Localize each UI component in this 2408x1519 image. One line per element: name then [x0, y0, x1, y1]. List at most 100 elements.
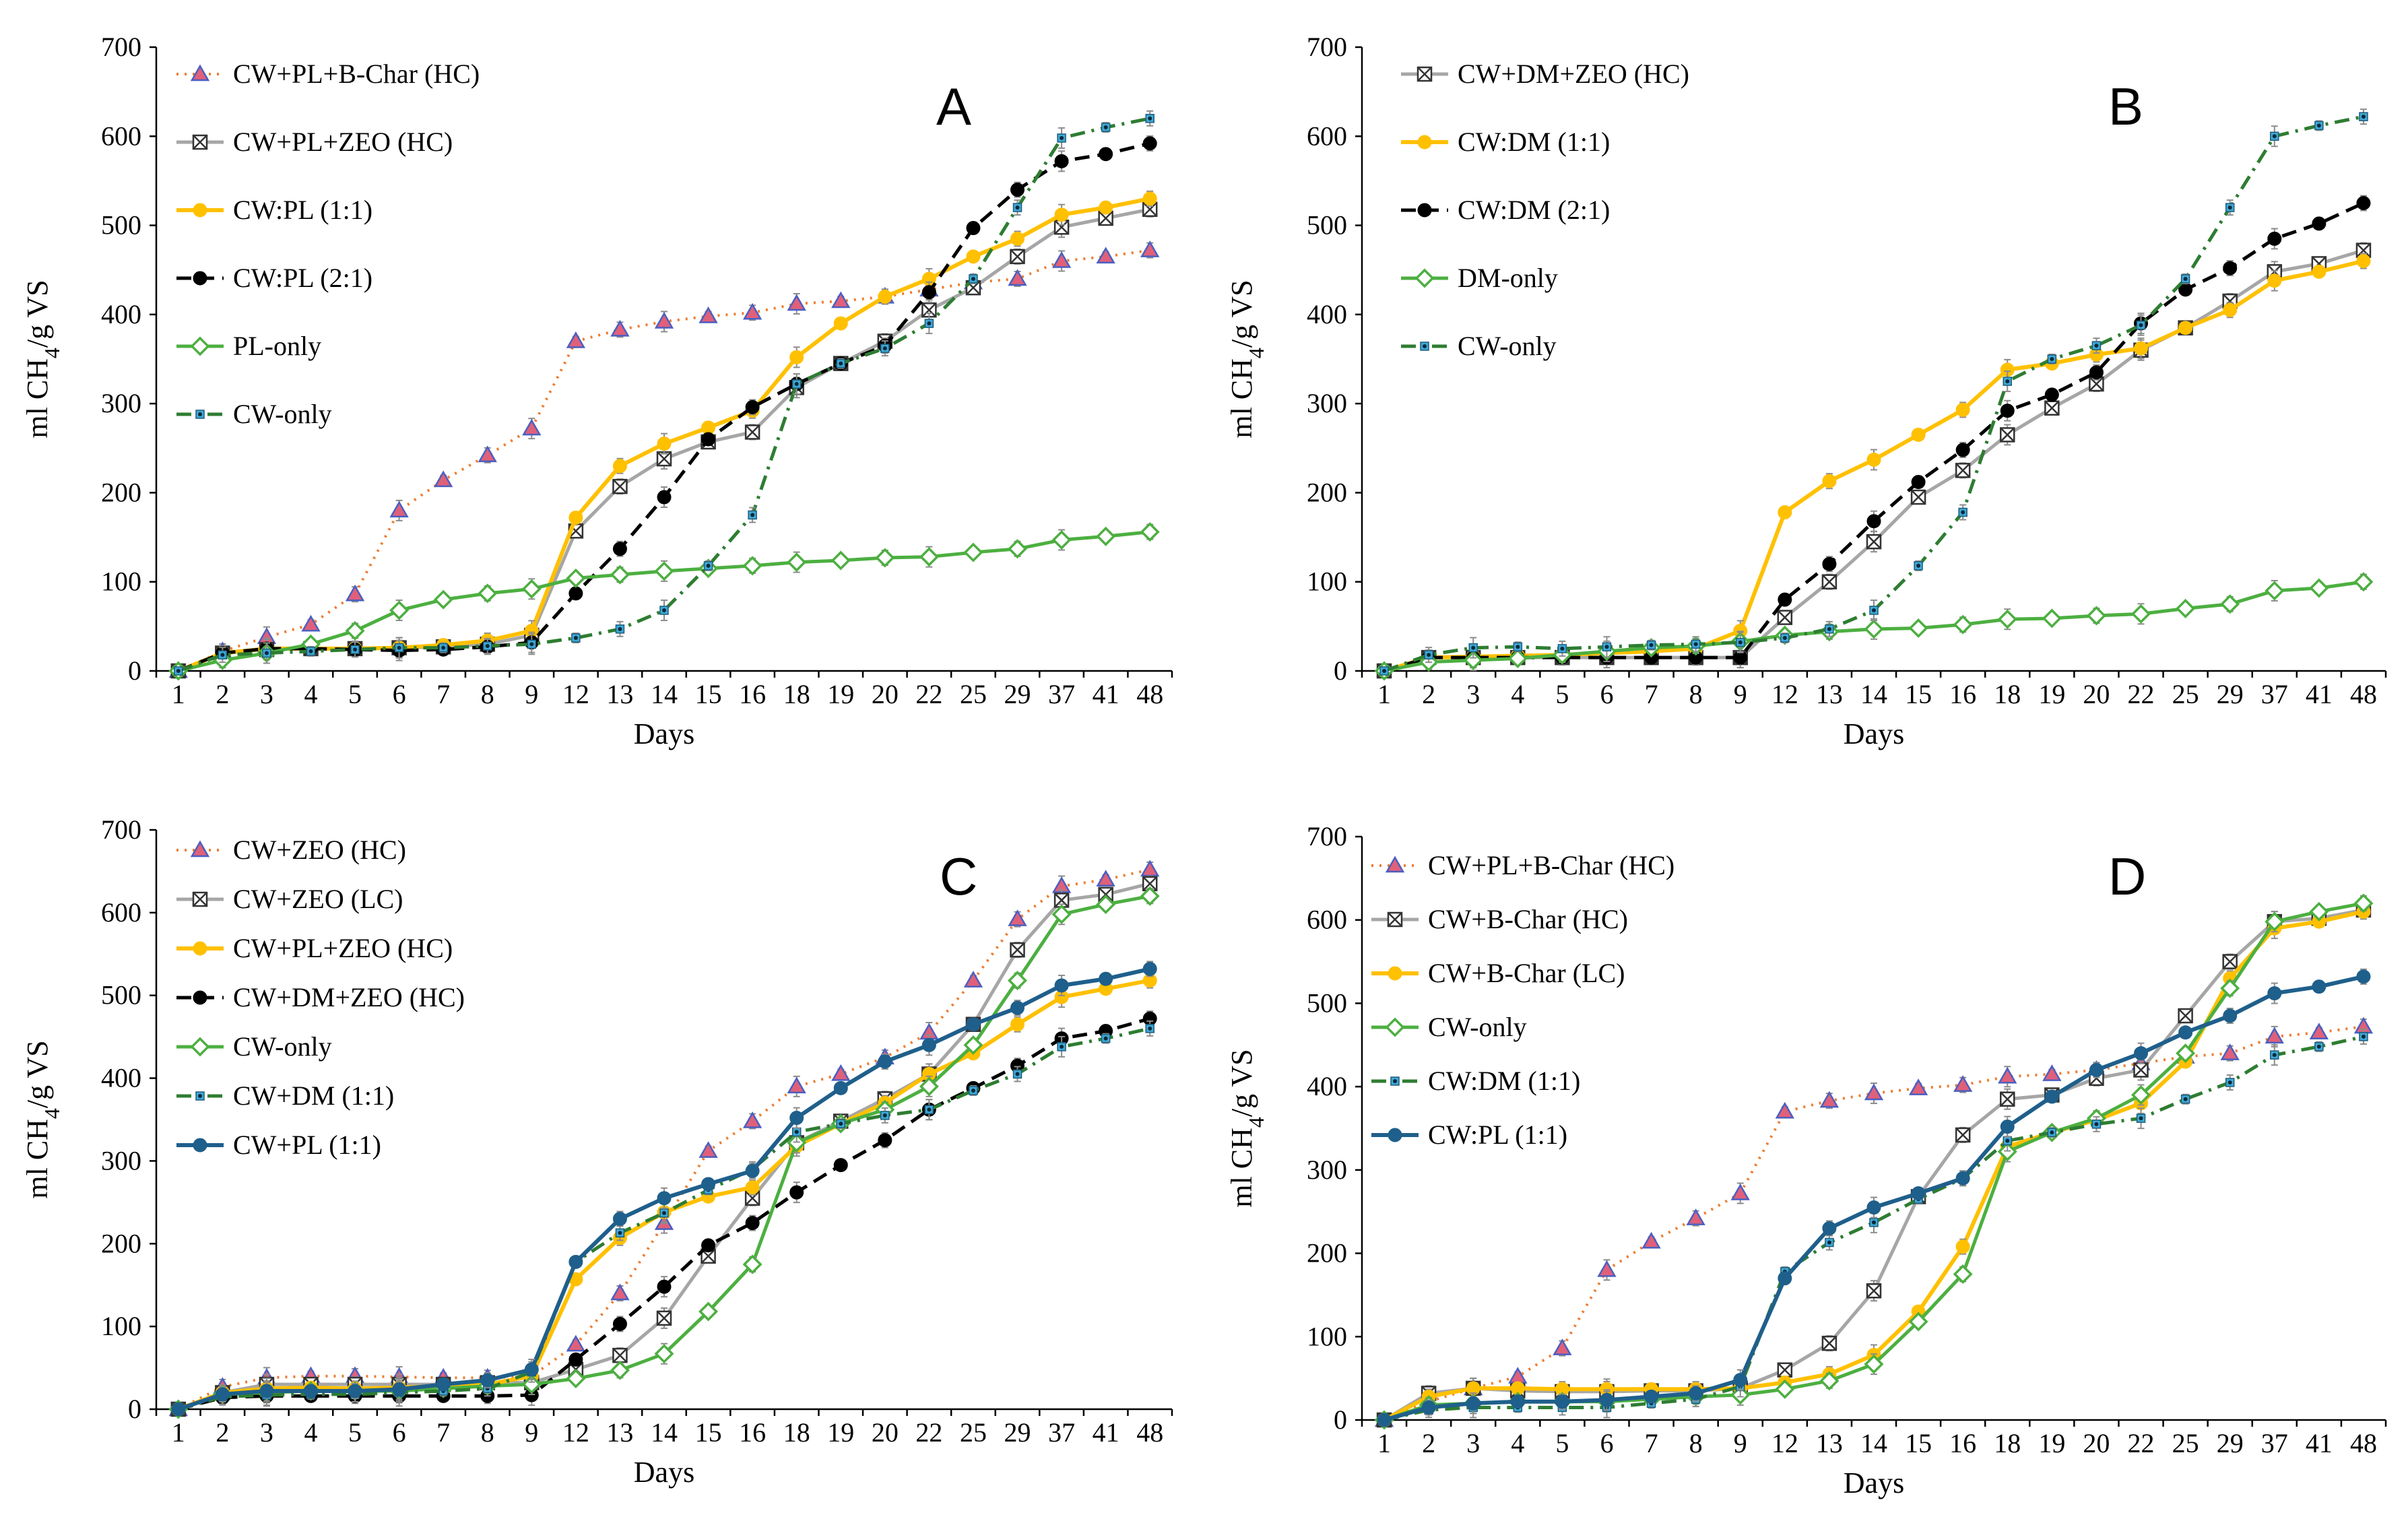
data-point	[612, 459, 627, 474]
legend-label: DM-only	[1458, 263, 1558, 293]
legend-marker	[192, 134, 208, 150]
data-point	[745, 1216, 760, 1231]
data-point	[1555, 1394, 1569, 1409]
panel-letter: D	[2108, 847, 2146, 906]
data-point	[522, 418, 542, 436]
data-point	[2180, 1094, 2190, 1104]
data-point	[2265, 1027, 2284, 1044]
data-point	[789, 1185, 804, 1200]
legend-marker	[1420, 342, 1429, 351]
data-point	[1101, 123, 1111, 132]
data-point	[1553, 1338, 1572, 1355]
data-point	[1008, 269, 1027, 286]
data-point	[1953, 1075, 1973, 1092]
data-point	[2314, 1042, 2324, 1052]
data-point	[1733, 1373, 1748, 1388]
data-point	[791, 1127, 802, 1137]
legend-marker	[193, 271, 207, 286]
x-tick-label: 29	[2217, 1428, 2244, 1458]
x-tick-label: 9	[525, 1417, 538, 1448]
data-point	[1463, 650, 1483, 670]
data-point	[966, 249, 981, 264]
data-point	[2353, 893, 2374, 913]
legend-marker	[190, 840, 210, 858]
data-point	[1911, 475, 1926, 490]
x-tick-label: 25	[960, 679, 987, 709]
legend-marker	[190, 64, 210, 82]
data-point	[2265, 581, 2285, 601]
data-point	[1008, 971, 1027, 991]
data-point	[924, 1105, 934, 1115]
x-tick-label: 9	[1734, 1428, 1747, 1458]
data-point	[2356, 253, 2371, 268]
data-point	[2003, 377, 2013, 386]
data-point	[215, 1387, 230, 1402]
data-point	[963, 542, 983, 562]
legend-label: CW+DM+ZEO (HC)	[1458, 59, 1689, 89]
x-tick-label: 15	[695, 1417, 722, 1448]
data-point	[1142, 191, 1157, 206]
x-tick-label: 2	[1422, 1428, 1435, 1458]
data-point	[1780, 633, 1790, 643]
legend-label: PL-only	[233, 331, 321, 361]
legend-label: CW-only	[1458, 331, 1557, 361]
legend-entry: CW+PL+ZEO (HC)	[176, 127, 453, 157]
x-tick-label: 3	[1466, 1428, 1480, 1458]
data-point	[654, 561, 674, 581]
data-point	[566, 1334, 586, 1352]
data-point	[659, 1208, 669, 1218]
legend-marker	[1417, 66, 1433, 82]
y-tick-label: 500	[101, 210, 141, 240]
legend-marker	[192, 891, 208, 907]
data-point	[345, 620, 365, 641]
x-tick-label: 16	[739, 679, 766, 709]
data-point	[1955, 402, 1970, 417]
data-point	[1864, 1354, 1884, 1374]
data-point	[656, 451, 672, 467]
x-tick-label: 14	[651, 1417, 678, 1448]
legend-label: CW+DM+ZEO (HC)	[233, 982, 465, 1012]
legend-label: CW-only	[1428, 1012, 1527, 1042]
data-point	[657, 1191, 672, 1206]
data-point	[1775, 1101, 1794, 1119]
x-tick-label: 9	[525, 679, 538, 709]
data-point	[1955, 443, 1970, 457]
data-point	[1099, 147, 1113, 162]
legend-entry: CW+B-Char (HC)	[1371, 904, 1628, 934]
x-axis-title: Days	[1844, 717, 1904, 750]
y-tick-label: 400	[101, 299, 141, 329]
data-point	[259, 1384, 274, 1398]
x-tick-label: 1	[172, 679, 185, 709]
panel-letter: A	[936, 77, 971, 136]
series-3	[1374, 572, 2374, 681]
legend-label: CW+DM (1:1)	[233, 1080, 394, 1111]
data-point	[833, 1158, 848, 1173]
data-point	[2220, 594, 2240, 614]
x-tick-label: 19	[827, 1417, 854, 1448]
data-point	[1468, 643, 1478, 653]
legend-entry: CW-only	[1371, 1012, 1527, 1042]
x-tick-label: 12	[1771, 1428, 1798, 1458]
x-tick-label: 12	[562, 679, 589, 709]
legend-entry: CW-only	[1401, 331, 1557, 361]
data-point	[787, 1076, 806, 1094]
x-tick-label: 15	[695, 679, 722, 709]
legend-label: CW:DM (2:1)	[1458, 195, 1610, 225]
data-point	[1869, 606, 1879, 615]
y-tick-label: 700	[101, 32, 141, 62]
data-point	[2180, 274, 2190, 284]
x-tick-label: 41	[2306, 679, 2333, 709]
data-point	[880, 1111, 890, 1120]
data-point	[394, 643, 404, 653]
data-point	[1101, 1033, 1111, 1043]
data-point	[1821, 1335, 1837, 1351]
data-point	[656, 1310, 672, 1326]
x-tick-label: 48	[2350, 1428, 2377, 1458]
legend-marker	[1390, 1076, 1400, 1086]
x-tick-label: 22	[2128, 679, 2155, 709]
x-tick-label: 4	[304, 1417, 317, 1448]
panel-letter: B	[2108, 77, 2143, 136]
data-point	[878, 1054, 892, 1069]
series-0	[168, 860, 1160, 1417]
data-point	[1096, 247, 1115, 264]
